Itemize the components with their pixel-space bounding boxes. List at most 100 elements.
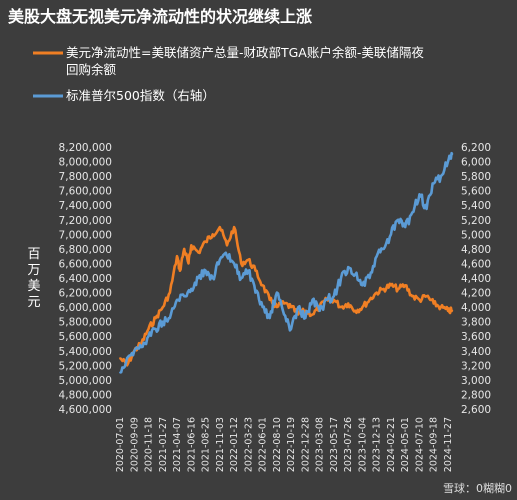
left-y-tick-label: 5,800,000 [59,317,112,329]
liquidity-point [268,298,271,301]
liquidity-point [397,288,399,290]
sp500-point [247,269,250,272]
liquidity-point [176,255,178,258]
x-tick-label: 2023-05-17 [329,417,340,472]
right-y-tick-label: 3,000 [461,375,491,387]
sp500-point [154,328,157,330]
x-tick-label: 2022-06-01 [258,417,269,472]
sp500-point [290,328,292,330]
sp500-point [340,277,342,279]
x-tick-label: 2024-09-18 [429,417,440,472]
x-tick-label: 2021-01-27 [158,417,169,472]
sp500-point [390,233,392,236]
liquidity-point [297,313,300,316]
right-y-tick-label: 4,000 [461,302,491,314]
left-y-tick-label: 7,600,000 [59,186,112,198]
left-y-tick-label: 7,400,000 [59,200,112,212]
x-tick-label: 2022-10-19 [286,417,297,472]
left-y-tick-label: 5,400,000 [59,346,112,358]
right-y-tick-label: 4,200 [461,288,491,300]
sp500-point [297,306,300,308]
liquidity-point [240,262,243,265]
left-y-tick-label: 4,600,000 [59,404,112,416]
left-y-tick-label: 7,000,000 [59,229,112,241]
x-tick-label: 2022-03-23 [243,417,254,472]
x-tick-label: 2024-05-01 [400,417,411,472]
sp500-point [254,291,257,294]
liquidity-point [311,313,314,316]
legend-label-liquidity-line2: 回购余额 [66,62,117,77]
y-axis-label-char: 美 [27,279,40,294]
liquidity-point [169,291,171,294]
left-y-tick-label: 4,800,000 [59,389,112,401]
sp500-point [283,313,285,316]
x-axis: 2020-07-01 2020-09-09 2020-11-18 2021-01-27… [115,417,454,472]
sp500-point [440,175,442,178]
liquidity-point [218,226,221,229]
liquidity-point [276,306,278,308]
plot-area [119,151,454,374]
liquidity-point [425,295,428,298]
liquidity-point [154,317,157,319]
sp500-point [176,298,178,301]
left-y-tick-label: 6,600,000 [59,258,112,270]
right-y-axis: 2,600 2,800 3,000 3,200 3,400 3,600 3,800 4,000… [461,142,491,416]
series-line-liquidity [119,225,453,367]
right-y-tick-label: 5,400 [461,200,491,212]
y-axis-label-char: 百 [27,247,40,262]
liquidity-point [411,295,414,298]
liquidity-point [451,309,454,312]
left-y-tick-label: 6,400,000 [59,273,112,285]
sp500-point [147,335,150,338]
liquidity-point [247,258,250,261]
liquidity-point [290,306,292,308]
sp500-point [218,258,221,261]
sp500-point [261,306,264,308]
sp500-point [126,357,128,359]
x-tick-label: 2024-07-10 [414,417,425,472]
x-tick-label: 2021-08-25 [201,417,212,472]
liquidity-point [382,288,385,290]
right-y-tick-label: 3,200 [461,360,491,372]
right-y-tick-label: 2,600 [461,404,491,416]
legend-label-sp500: 标准普尔500指数（右轴） [66,88,215,103]
right-y-tick-label: 6,000 [461,157,491,169]
sp500-point [311,298,314,301]
left-y-tick-label: 8,000,000 [59,157,112,169]
sp500-point [183,295,186,298]
chart-title: 美股大盘无视美元净流动性的状况继续上涨 [8,7,312,26]
sp500-point [140,346,143,348]
sp500-point [354,273,357,276]
liquidity-point [418,298,421,301]
liquidity-point [183,248,186,250]
sp500-point [325,298,328,301]
liquidity-point [204,240,207,243]
x-tick-label: 2020-07-01 [115,417,126,472]
liquidity-point [432,302,435,305]
liquidity-point [283,302,285,305]
right-y-tick-label: 6,200 [461,142,491,154]
sp500-point [425,208,428,210]
right-y-tick-label: 5,800 [461,171,491,183]
sp500-point [375,255,378,258]
sp500-point [418,193,421,196]
watermark: 雪球：0糊糊0 [443,481,512,495]
liquidity-point [368,298,371,301]
sp500-point [368,277,371,279]
sp500-point [382,248,385,250]
sp500-point [333,295,335,298]
sp500-point [411,211,414,214]
x-tick-label: 2021-04-07 [172,417,183,472]
left-y-tick-label: 7,800,000 [59,171,112,183]
x-tick-label: 2020-09-09 [129,417,140,472]
x-tick-label: 2020-11-18 [144,417,155,472]
right-y-tick-label: 4,400 [461,273,491,285]
liquidity-point [447,309,449,312]
sp500-point [397,218,399,221]
y-axis-label-char: 万 [27,263,40,278]
right-y-tick-label: 4,600 [461,258,491,270]
x-tick-label: 2023-03-08 [315,417,326,472]
left-y-tick-label: 8,200,000 [59,142,112,154]
